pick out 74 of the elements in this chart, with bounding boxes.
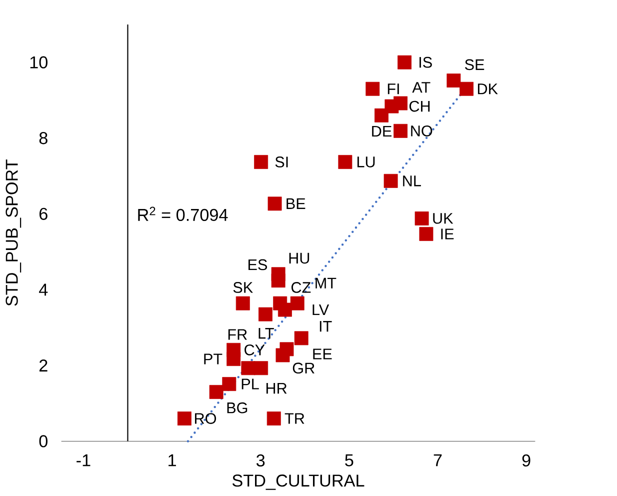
point	[258, 308, 272, 322]
point	[254, 155, 268, 170]
point	[446, 74, 461, 88]
annotation: NL	[403, 176, 421, 186]
annotation: IE	[441, 228, 454, 240]
y-tick-label: 2	[39, 360, 48, 372]
annotation: HR	[266, 383, 287, 394]
point	[209, 385, 224, 400]
annotation: ES	[248, 259, 268, 270]
annotation: AT	[412, 82, 430, 93]
x-axis-title: STD_CULTURAL	[232, 474, 364, 490]
point	[398, 56, 412, 70]
point	[226, 352, 241, 366]
x-tick-label: 1	[168, 454, 176, 466]
annotation: LV	[312, 304, 330, 316]
annotation: SE	[464, 59, 484, 70]
point	[276, 348, 290, 362]
point	[290, 296, 304, 310]
point	[278, 302, 292, 317]
point	[394, 124, 408, 138]
y-tick-label: 4	[39, 284, 48, 296]
point	[268, 196, 282, 211]
annotation: RO	[195, 413, 216, 424]
annotation: HU	[289, 253, 310, 264]
annotation: IT	[320, 321, 332, 332]
point	[338, 155, 352, 170]
y-tick-label: 8	[39, 132, 48, 144]
point	[394, 96, 408, 110]
annotation: BG	[227, 402, 248, 414]
annotation: CZ	[291, 282, 311, 294]
annotation: BE	[286, 198, 306, 210]
annotation: PT	[204, 354, 222, 364]
annotation: MT	[316, 278, 336, 289]
point	[419, 227, 434, 242]
point	[241, 361, 256, 376]
x-tick-label: -1	[76, 454, 90, 466]
x-tick-label: 3	[256, 454, 265, 467]
point	[460, 82, 474, 96]
annotation: GR	[292, 362, 314, 374]
point	[294, 331, 308, 346]
point	[414, 212, 429, 226]
x-tick-label: 7	[434, 454, 442, 466]
point	[374, 108, 388, 123]
annotation: DK	[478, 84, 498, 94]
y-tick-label: 0	[39, 435, 48, 448]
point	[266, 412, 281, 426]
point	[384, 174, 398, 188]
annotation: FR	[228, 329, 247, 340]
x-tick-label: 9	[522, 454, 530, 467]
point	[222, 377, 236, 392]
point	[366, 82, 380, 96]
point	[236, 296, 250, 310]
annotation: SK	[233, 282, 253, 294]
annotation: NO	[411, 126, 432, 137]
annotation: CH	[409, 101, 430, 112]
annotation: LT	[258, 328, 274, 339]
point	[254, 361, 268, 376]
annotation: UK	[433, 213, 454, 224]
annotation: PL	[242, 378, 259, 390]
y-axis-title: STD_PUB_SPORT	[6, 160, 22, 306]
annotation: CY	[244, 344, 265, 356]
annotation: R$^{2}$ = 0.7094	[138, 206, 228, 222]
annotation: IS	[420, 57, 432, 68]
annotation: FI	[388, 84, 399, 94]
point	[271, 274, 286, 288]
x-tick-label: 5	[345, 454, 354, 467]
annotation: EE	[313, 348, 332, 360]
annotation: LU	[357, 156, 375, 168]
annotation: SI	[275, 156, 288, 168]
y-tick-label: 6	[39, 208, 48, 220]
point	[177, 412, 192, 426]
annotation: DE	[372, 126, 392, 137]
y-tick-label: 10	[30, 56, 48, 69]
annotation: TR	[284, 413, 304, 424]
